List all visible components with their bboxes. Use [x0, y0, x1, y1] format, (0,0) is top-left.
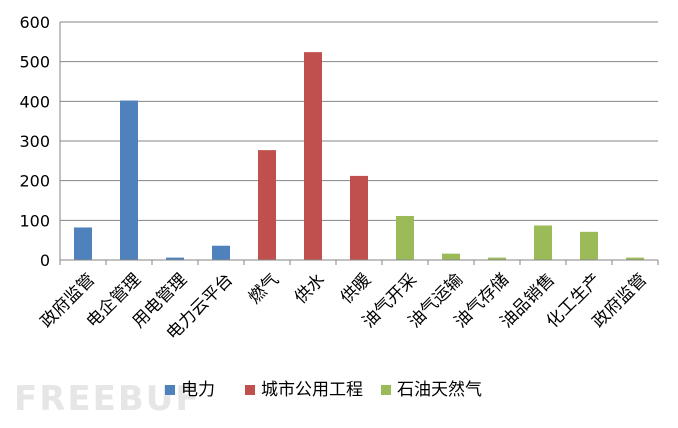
y-tick-label: 600	[19, 13, 50, 32]
x-tick-label: 燃气	[245, 270, 283, 308]
bar	[350, 175, 368, 260]
bars	[74, 52, 644, 260]
x-tick-label: 供暖	[337, 270, 375, 308]
legend-swatch	[381, 385, 391, 395]
y-axis-tick-labels: 0 100 200 300 400 500 600	[19, 13, 50, 270]
bar	[396, 215, 414, 260]
bar	[212, 245, 230, 260]
legend-label: 城市公用工程	[261, 380, 363, 400]
bar	[488, 257, 506, 260]
y-tick-label: 500	[19, 53, 50, 72]
bar	[442, 253, 460, 260]
y-tick-label: 100	[19, 211, 50, 230]
bar	[258, 150, 276, 260]
gridlines	[60, 21, 658, 221]
y-tick-label: 200	[19, 172, 50, 191]
bar	[626, 257, 644, 260]
bar	[120, 100, 138, 260]
x-tick-label: 供水	[291, 270, 329, 308]
bar	[534, 225, 552, 260]
legend-label: 电力	[181, 380, 215, 400]
bar	[304, 52, 322, 260]
y-tick-label: 400	[19, 92, 50, 111]
bar	[74, 227, 92, 260]
legend-label: 石油天然气	[397, 380, 482, 400]
bar	[580, 231, 598, 260]
legend-swatch	[245, 385, 255, 395]
y-tick-label: 300	[19, 132, 50, 151]
y-tick-label: 0	[40, 251, 50, 270]
legend: 电力 城市公用工程 石油天然气	[165, 380, 482, 400]
legend-swatch	[165, 385, 175, 395]
bar	[166, 257, 184, 260]
axes	[59, 22, 659, 265]
